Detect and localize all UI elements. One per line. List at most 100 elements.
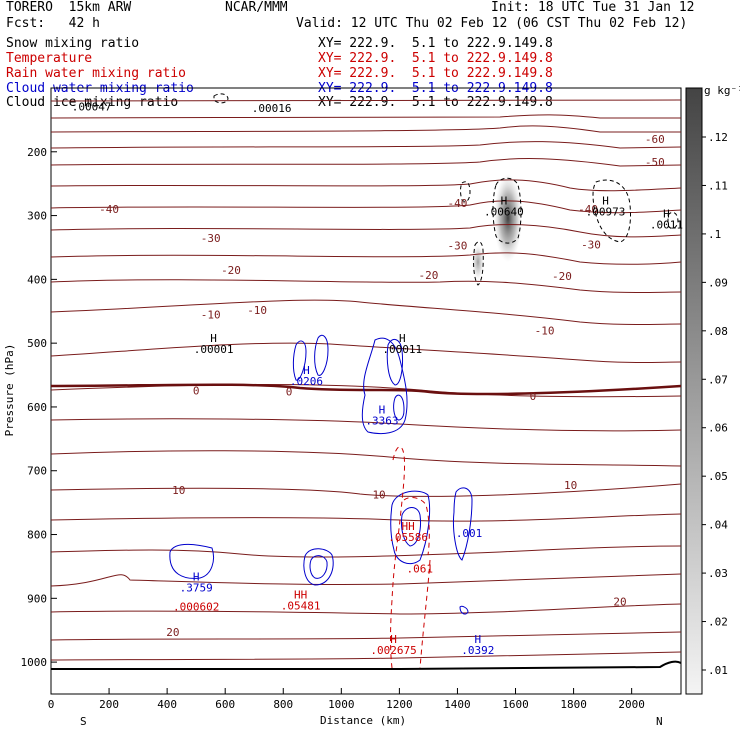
- colorbar-tick-label-0: .01: [708, 664, 728, 677]
- extremum-mark: H: [474, 633, 481, 646]
- colorbar-unit: g kg⁻¹: [704, 84, 740, 97]
- y-axis: 200 300 400 500 600 700 800 900 1000: [21, 146, 57, 669]
- colorbar-tick-label-11: .12: [708, 131, 728, 144]
- extremum-value: .3363: [365, 414, 398, 427]
- extremum-mark: H: [379, 403, 386, 416]
- extremum-value: .001: [456, 527, 483, 540]
- extremum-mark: HH: [401, 520, 414, 533]
- colorbar-tick-label-8: .09: [708, 276, 728, 289]
- y-tick-label-600: 600: [27, 401, 47, 414]
- colorbar-tick-label-5: .06: [708, 422, 728, 435]
- colorbar-ticks: .01 .02 .03 .04 .05 .06 .07 .08 .09 .1 .11 .12: [702, 131, 728, 677]
- y-tick-label-300: 300: [27, 210, 47, 223]
- isotherm-label: -60: [645, 133, 665, 146]
- isotherm-label: -10: [247, 304, 267, 317]
- y-tick-label-900: 900: [27, 592, 47, 605]
- extremum-mark: H: [210, 332, 217, 345]
- isotherm-label: -10: [535, 324, 555, 337]
- isotherm-label: -20: [221, 264, 241, 277]
- x-axis: 0 200 400 600 800 1000 1200 1400 1600 1800 2000: [48, 688, 645, 711]
- isotherm-label: 10: [372, 488, 385, 501]
- extremum-mark: H: [663, 207, 670, 220]
- y-tick-label-1000: 1000: [21, 656, 48, 669]
- extremum-mark: H: [390, 633, 397, 646]
- cloud-ice-contours: [213, 93, 679, 286]
- extremum-mark: H: [399, 332, 406, 345]
- x-tick-label-1800: 1800: [560, 698, 587, 711]
- y-tick-label-500: 500: [27, 337, 47, 350]
- isotherm-label: -30: [448, 240, 468, 253]
- init-time: Init: 18 UTC Tue 31 Jan 12: [491, 0, 695, 15]
- y-tick-label-400: 400: [27, 273, 47, 286]
- rain-water-contours: [390, 446, 431, 669]
- x-axis-left-end: S: [80, 715, 87, 728]
- snow-shading: [494, 174, 522, 262]
- forecast-hour: Fcst: 42 h: [6, 16, 100, 31]
- extremum-mark: HH: [294, 588, 307, 601]
- isotherm-label: 0: [286, 386, 293, 399]
- isotherm-label: 10: [172, 484, 185, 497]
- plot-frame: [50, 87, 682, 695]
- x-tick-label-1600: 1600: [502, 698, 529, 711]
- extremum-value: .00047: [72, 100, 112, 113]
- colorbar-tick-label-4: .05: [708, 470, 728, 483]
- field-name-snow: Snow mixing ratio: [6, 36, 140, 51]
- y-tick-label-800: 800: [27, 529, 47, 542]
- y-tick-label-200: 200: [27, 146, 47, 159]
- extremum-mark: H: [501, 195, 508, 208]
- plot-contents: [51, 93, 681, 670]
- colorbar-tick-label-3: .04: [708, 519, 728, 532]
- field-xy-cloud-ice: XY= 222.9. 5.1 to 222.9.149.8: [318, 95, 553, 110]
- extremum-value: .00016: [252, 102, 292, 115]
- valid-time: Valid: 12 UTC Thu 02 Feb 12 (06 CST Thu …: [296, 16, 688, 31]
- colorbar-tick-label-10: .11: [708, 179, 728, 192]
- extremum-value: .00011: [382, 343, 422, 356]
- isotherm-label: -20: [418, 269, 438, 282]
- colorbar-ramp: [685, 87, 703, 695]
- colorbar-tick-label-6: .07: [708, 373, 728, 386]
- isotherm-label: -30: [581, 238, 601, 251]
- isotherm-label: -30: [201, 232, 221, 245]
- temperature-labels: -60 -50 -40 -40 -40 -30 -30 -30 -20 -20 -20 -10 -10 -…: [99, 133, 665, 639]
- isotherm-label: 20: [613, 596, 626, 609]
- x-tick-label-400: 400: [157, 698, 177, 711]
- org-label: NCAR/MMM: [225, 0, 288, 15]
- x-axis-label: Distance (km): [320, 714, 406, 727]
- isotherm-label: -50: [645, 156, 665, 169]
- x-tick-label-800: 800: [273, 698, 293, 711]
- field-xy-rain: XY= 222.9. 5.1 to 222.9.149.8: [318, 66, 553, 81]
- x-axis-right-end: N: [656, 715, 663, 728]
- extremum-mark: H: [602, 195, 609, 208]
- isotherm-label: -40: [99, 203, 119, 216]
- extremum-value: .00640: [484, 206, 524, 219]
- x-tick-label-1200: 1200: [386, 698, 413, 711]
- colorbar-tick-label-2: .03: [708, 567, 728, 580]
- y-tick-label-700: 700: [27, 465, 47, 478]
- isotherm-label: 10: [564, 479, 577, 492]
- colorbar-tick-label-1: .02: [708, 616, 728, 629]
- x-tick-label-1400: 1400: [444, 698, 471, 711]
- x-tick-label-200: 200: [99, 698, 119, 711]
- field-name-temperature: Temperature: [6, 51, 93, 66]
- extremum-value: .000602: [173, 601, 219, 614]
- extremum-mark: H: [303, 364, 310, 377]
- x-tick-label-600: 600: [215, 698, 235, 711]
- terrain-line: [51, 660, 681, 670]
- isotherm-label: 0: [530, 390, 537, 403]
- isotherm-label: -20: [552, 270, 572, 283]
- extremum-mark: H: [193, 570, 200, 583]
- x-tick-label-0: 0: [48, 698, 55, 711]
- isotherm-label: -40: [448, 197, 468, 210]
- x-tick-label-1000: 1000: [328, 698, 355, 711]
- snow-shading-small: [472, 244, 484, 280]
- extremum-value: .0206: [290, 375, 323, 388]
- isotherms: [51, 99, 681, 661]
- isotherm-label: -40: [578, 203, 598, 216]
- model-title: TORERO 15km ARW: [6, 0, 132, 15]
- x-tick-label-2000: 2000: [618, 698, 645, 711]
- colorbar: .01 .02 .03 .04 .05 .06 .07 .08 .09 .1 .11 .12 g kg…: [685, 84, 740, 695]
- isotherm-label: 0: [193, 384, 200, 397]
- chart-header: TORERO 15km ARW NCAR/MMM Init: 18 UTC Tu…: [0, 0, 740, 110]
